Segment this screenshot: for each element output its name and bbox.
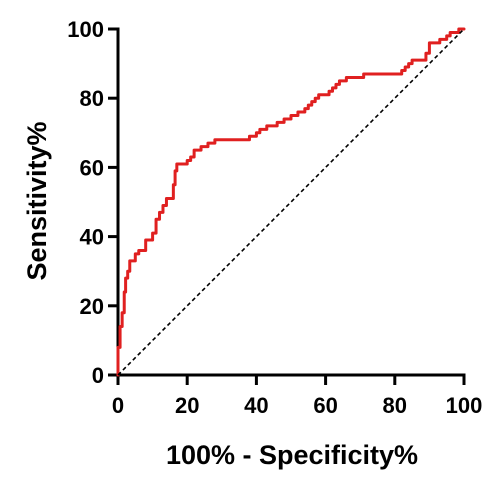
tick-labels: 0 20 40 60 80 100 0 20 40 60 80 100 [67, 17, 482, 418]
plot-area [116, 27, 466, 377]
y-tick-label: 0 [92, 363, 104, 388]
axes [108, 27, 466, 385]
y-tick-label: 20 [80, 294, 104, 319]
x-tick-label: 0 [112, 393, 124, 418]
y-tick-label: 80 [80, 86, 104, 111]
y-axis-title: Sensitivity% [22, 121, 52, 280]
x-tick-label: 80 [383, 393, 407, 418]
x-tick-label: 40 [244, 393, 268, 418]
x-tick-label: 100 [446, 393, 483, 418]
roc-curve-line [116, 27, 466, 377]
x-tick-label: 60 [313, 393, 337, 418]
y-tick-label: 40 [80, 225, 104, 250]
x-tick-label: 20 [175, 393, 199, 418]
y-tick-label: 100 [67, 17, 104, 42]
x-axis-title: 100% - Specificity% [166, 440, 418, 470]
reference-diagonal-line [117, 28, 465, 376]
y-tick-label: 60 [80, 155, 104, 180]
